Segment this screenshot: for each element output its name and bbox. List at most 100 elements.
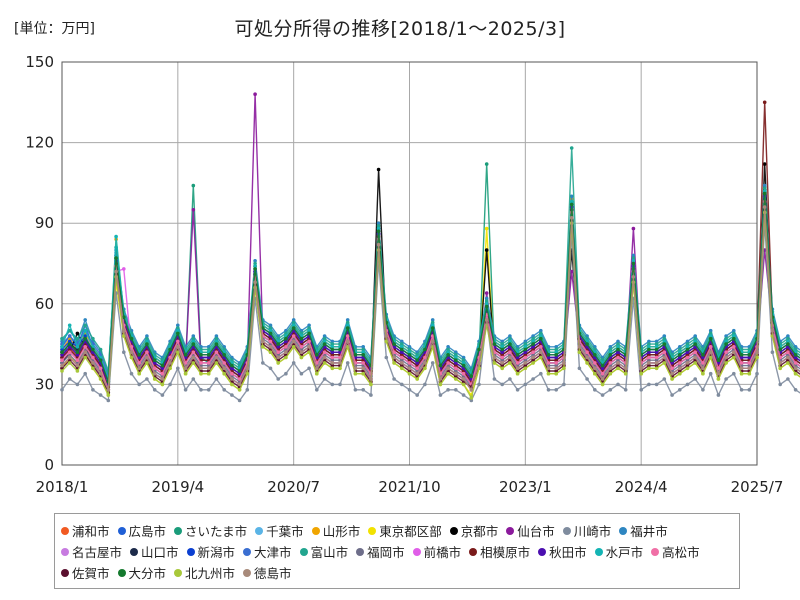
data-point: [531, 336, 535, 341]
data-point: [407, 369, 412, 373]
data-point: [693, 361, 697, 365]
series-line: [61, 209, 800, 394]
data-point: [145, 361, 149, 365]
data-point: [546, 353, 551, 357]
legend-label: 広島市: [128, 524, 167, 539]
data-point: [732, 328, 736, 333]
data-point: [137, 382, 141, 387]
data-point: [762, 186, 767, 191]
series-line: [61, 147, 800, 372]
data-point: [670, 393, 674, 397]
series-北九州市: [60, 210, 800, 400]
data-point: [407, 371, 412, 376]
data-point: [762, 189, 767, 193]
data-point: [191, 350, 196, 355]
x-tick-label: 2024/4: [615, 478, 668, 496]
data-point: [770, 328, 775, 333]
data-point: [345, 318, 350, 322]
y-tick-label: 150: [25, 53, 54, 71]
data-point: [376, 226, 381, 231]
data-point: [701, 388, 705, 392]
data-point: [670, 371, 674, 376]
data-point: [569, 202, 574, 207]
data-point: [145, 339, 149, 344]
data-point: [484, 304, 489, 309]
legend-item: 川崎市: [562, 520, 611, 541]
data-point: [708, 328, 713, 333]
legend-item: 新潟市: [186, 541, 235, 562]
data-point: [322, 361, 327, 365]
data-point: [654, 342, 659, 346]
legend-item: 山形市: [311, 520, 360, 541]
y-tick-label: 30: [35, 375, 54, 393]
data-point: [569, 146, 574, 150]
data-point: [654, 353, 659, 357]
data-point: [662, 336, 667, 341]
data-point: [330, 339, 335, 344]
data-point: [454, 366, 458, 371]
data-point: [299, 339, 304, 344]
data-point: [400, 355, 404, 360]
data-point: [376, 224, 381, 228]
data-point: [60, 388, 64, 392]
data-point: [647, 353, 651, 357]
data-point: [662, 334, 667, 338]
data-point: [168, 361, 172, 365]
data-point: [98, 358, 103, 363]
data-point: [647, 382, 651, 387]
data-point: [554, 369, 558, 373]
data-point: [523, 345, 528, 349]
legend-marker-icon: [299, 547, 308, 556]
data-point: [307, 339, 311, 344]
data-point: [106, 388, 111, 392]
legend-marker-icon: [368, 526, 377, 535]
data-point: [369, 382, 373, 387]
data-point: [268, 331, 273, 336]
data-point: [191, 342, 196, 346]
data-point: [361, 345, 366, 349]
data-point: [678, 358, 682, 363]
data-point: [461, 358, 466, 363]
data-point: [647, 342, 651, 346]
legend-marker-icon: [174, 568, 183, 577]
data-point: [376, 221, 381, 225]
legend-marker-icon: [449, 526, 458, 535]
data-point: [732, 336, 736, 341]
data-point: [253, 264, 257, 269]
data-point: [230, 371, 234, 376]
data-point: [438, 382, 443, 387]
data-point: [500, 382, 505, 387]
data-point: [376, 242, 381, 247]
data-point: [345, 320, 350, 325]
data-point: [384, 334, 389, 338]
data-point: [732, 334, 736, 338]
data-point: [415, 361, 420, 365]
data-point: [361, 347, 366, 352]
data-point: [454, 358, 458, 363]
data-point: [539, 350, 543, 355]
data-point: [446, 366, 450, 371]
data-point: [654, 361, 659, 365]
data-point: [83, 336, 87, 341]
data-point: [75, 336, 80, 341]
data-point: [577, 366, 582, 371]
data-point: [755, 350, 759, 355]
tick-labels: 0 30 60 90 120 150 2018/1 2019/4 2020/7 2021/10 20…: [25, 53, 783, 496]
series-line: [61, 184, 800, 375]
data-point: [152, 366, 157, 371]
data-point: [647, 339, 651, 344]
data-point: [430, 320, 435, 325]
data-point: [647, 366, 651, 371]
data-point: [430, 323, 435, 328]
data-point: [724, 336, 728, 341]
data-point: [708, 345, 713, 349]
data-point: [83, 318, 87, 322]
data-point: [330, 366, 335, 371]
legend-label: 秋田市: [549, 545, 587, 560]
data-point: [454, 350, 458, 355]
data-point: [484, 248, 489, 252]
data-point: [299, 355, 304, 360]
data-point: [778, 382, 782, 387]
legend-item: 仙台市: [506, 520, 555, 541]
data-point: [454, 361, 458, 365]
